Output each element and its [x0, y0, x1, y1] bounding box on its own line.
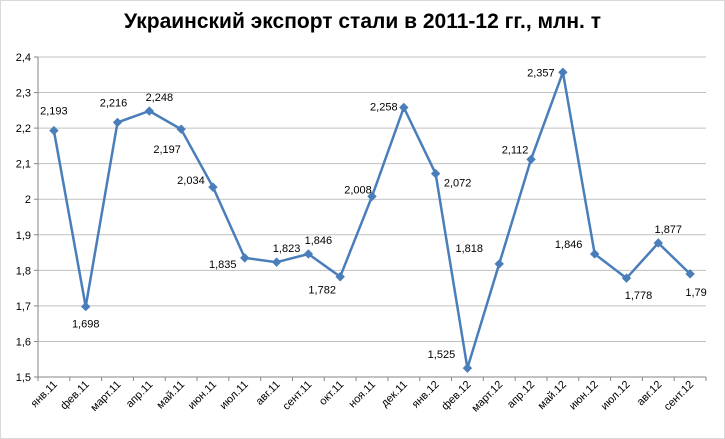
data-label: 1,818 — [455, 243, 483, 255]
data-point — [462, 363, 473, 373]
x-tick-label: ноя.11 — [347, 379, 379, 411]
series-line — [52, 71, 691, 370]
x-tick-label: авг.11 — [254, 379, 283, 408]
data-label: 1,782 — [308, 285, 336, 297]
data-point — [653, 238, 663, 248]
data-point — [303, 249, 314, 259]
x-tick-label: дек.11 — [379, 379, 410, 410]
y-tick-label: 1,9 — [16, 230, 31, 242]
data-label: 1,525 — [428, 349, 456, 361]
y-tick-label: 2,2 — [16, 123, 31, 135]
data-label: 1,846 — [305, 235, 333, 247]
data-point — [335, 272, 345, 282]
data-point — [558, 67, 568, 77]
data-point — [208, 182, 218, 192]
data-point — [685, 269, 695, 279]
x-tick-label: фев.12 — [439, 379, 473, 413]
data-point — [526, 154, 536, 165]
y-tick-label: 1,6 — [16, 336, 31, 348]
data-label: 2,072 — [444, 178, 472, 190]
x-tick-label: фев.11 — [58, 379, 92, 413]
x-tick-label: сент.11 — [281, 379, 315, 413]
data-label: 1,835 — [209, 259, 237, 271]
x-tick-label: май.12 — [536, 379, 569, 412]
data-point — [430, 168, 441, 179]
x-tick-label: янв.11 — [29, 379, 60, 410]
data-point — [367, 191, 377, 202]
x-tick-label: сент.12 — [662, 379, 697, 414]
data-label: 2,112 — [502, 144, 529, 156]
y-tick-label: 2 — [25, 194, 31, 206]
axes — [34, 56, 707, 381]
x-tick-label: июн.12 — [567, 379, 601, 413]
x-tick-label: июл.11 — [218, 379, 251, 412]
data-label: 1,823 — [273, 243, 301, 255]
data-label: 2,197 — [153, 144, 181, 156]
data-label: 1,698 — [72, 319, 100, 331]
y-tick-label: 2,3 — [16, 88, 31, 100]
data-point — [399, 102, 409, 113]
y-tick-label: 1,8 — [16, 265, 31, 277]
x-tick-label: окт.11 — [317, 379, 346, 408]
data-point — [240, 253, 250, 263]
data-points — [49, 67, 695, 373]
data-label: 1,846 — [555, 239, 583, 251]
x-tick-label: март.11 — [88, 379, 123, 414]
series-path — [52, 71, 691, 370]
x-tick-label: июн.11 — [186, 379, 219, 412]
y-tick-label: 2,4 — [16, 52, 31, 64]
data-label: 2,034 — [177, 175, 205, 187]
data-label: 2,008 — [344, 184, 372, 196]
data-point — [144, 106, 155, 116]
x-tick-label: март.12 — [470, 379, 506, 415]
gridlines — [38, 56, 706, 378]
data-labels: 2,193 1,698 2,216 2,248 2,197 2,034 1,835 1,823… — [40, 67, 707, 361]
data-label: 2,193 — [40, 106, 68, 118]
data-label: 1,877 — [655, 224, 683, 236]
data-label: 2,357 — [527, 67, 555, 79]
x-tick-label: апр.12 — [505, 379, 537, 411]
x-tick-label: апр.11 — [124, 379, 156, 411]
data-label: 2,216 — [100, 97, 128, 109]
y-tick-label: 2,1 — [16, 159, 31, 171]
data-point — [81, 301, 91, 312]
y-tick-label: 1,7 — [16, 301, 31, 313]
data-point — [176, 124, 186, 134]
x-tick-label: авг.12 — [635, 379, 665, 409]
y-tick-labels: 1,5 1,6 1,7 1,8 1,9 2 2,1 2,2 2,3 2,4 — [16, 52, 31, 384]
data-label: 1,778 — [625, 290, 653, 302]
data-label: 2,258 — [370, 101, 398, 113]
y-tick-label: 1,5 — [16, 372, 31, 384]
data-label: 1,79 — [685, 287, 706, 299]
data-point — [271, 257, 282, 267]
x-tick-label: июл.12 — [599, 379, 633, 413]
data-label: 2,248 — [146, 92, 174, 104]
x-tick-label: май.11 — [155, 379, 188, 412]
x-tick-label: янв.12 — [410, 379, 442, 411]
chart-title: Украинский экспорт стали в 2011-12 гг., … — [123, 10, 602, 33]
data-point — [112, 117, 123, 128]
data-point — [621, 273, 632, 283]
data-point — [49, 125, 59, 136]
data-point — [494, 259, 504, 269]
data-point — [589, 249, 600, 259]
